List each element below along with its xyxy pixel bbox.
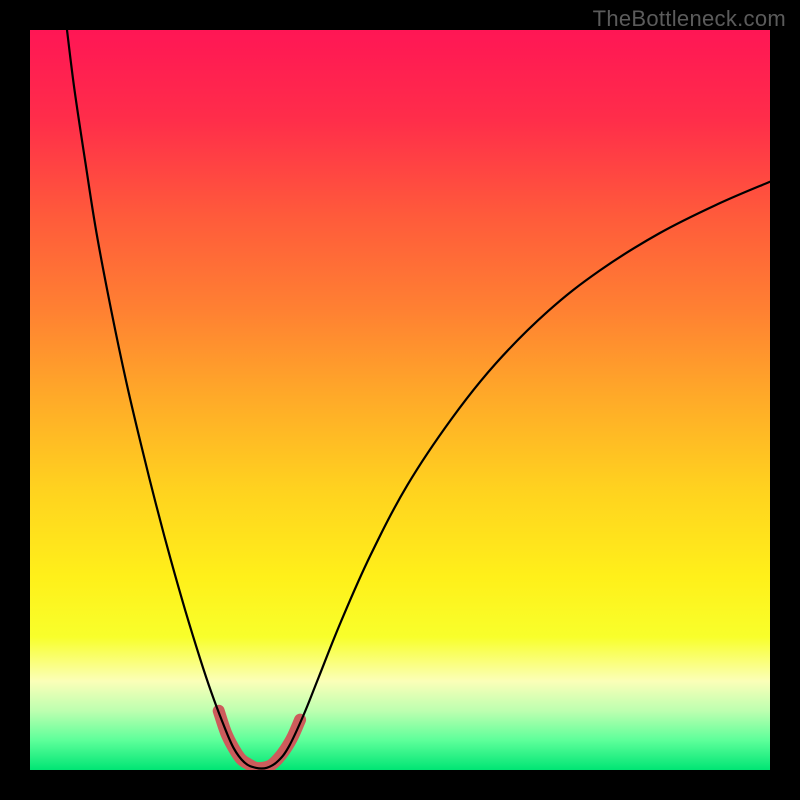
watermark-text: TheBottleneck.com (593, 6, 786, 32)
gradient-background (30, 30, 770, 770)
chart-svg (30, 30, 770, 770)
plot-area (30, 30, 770, 770)
chart-container: TheBottleneck.com (0, 0, 800, 800)
